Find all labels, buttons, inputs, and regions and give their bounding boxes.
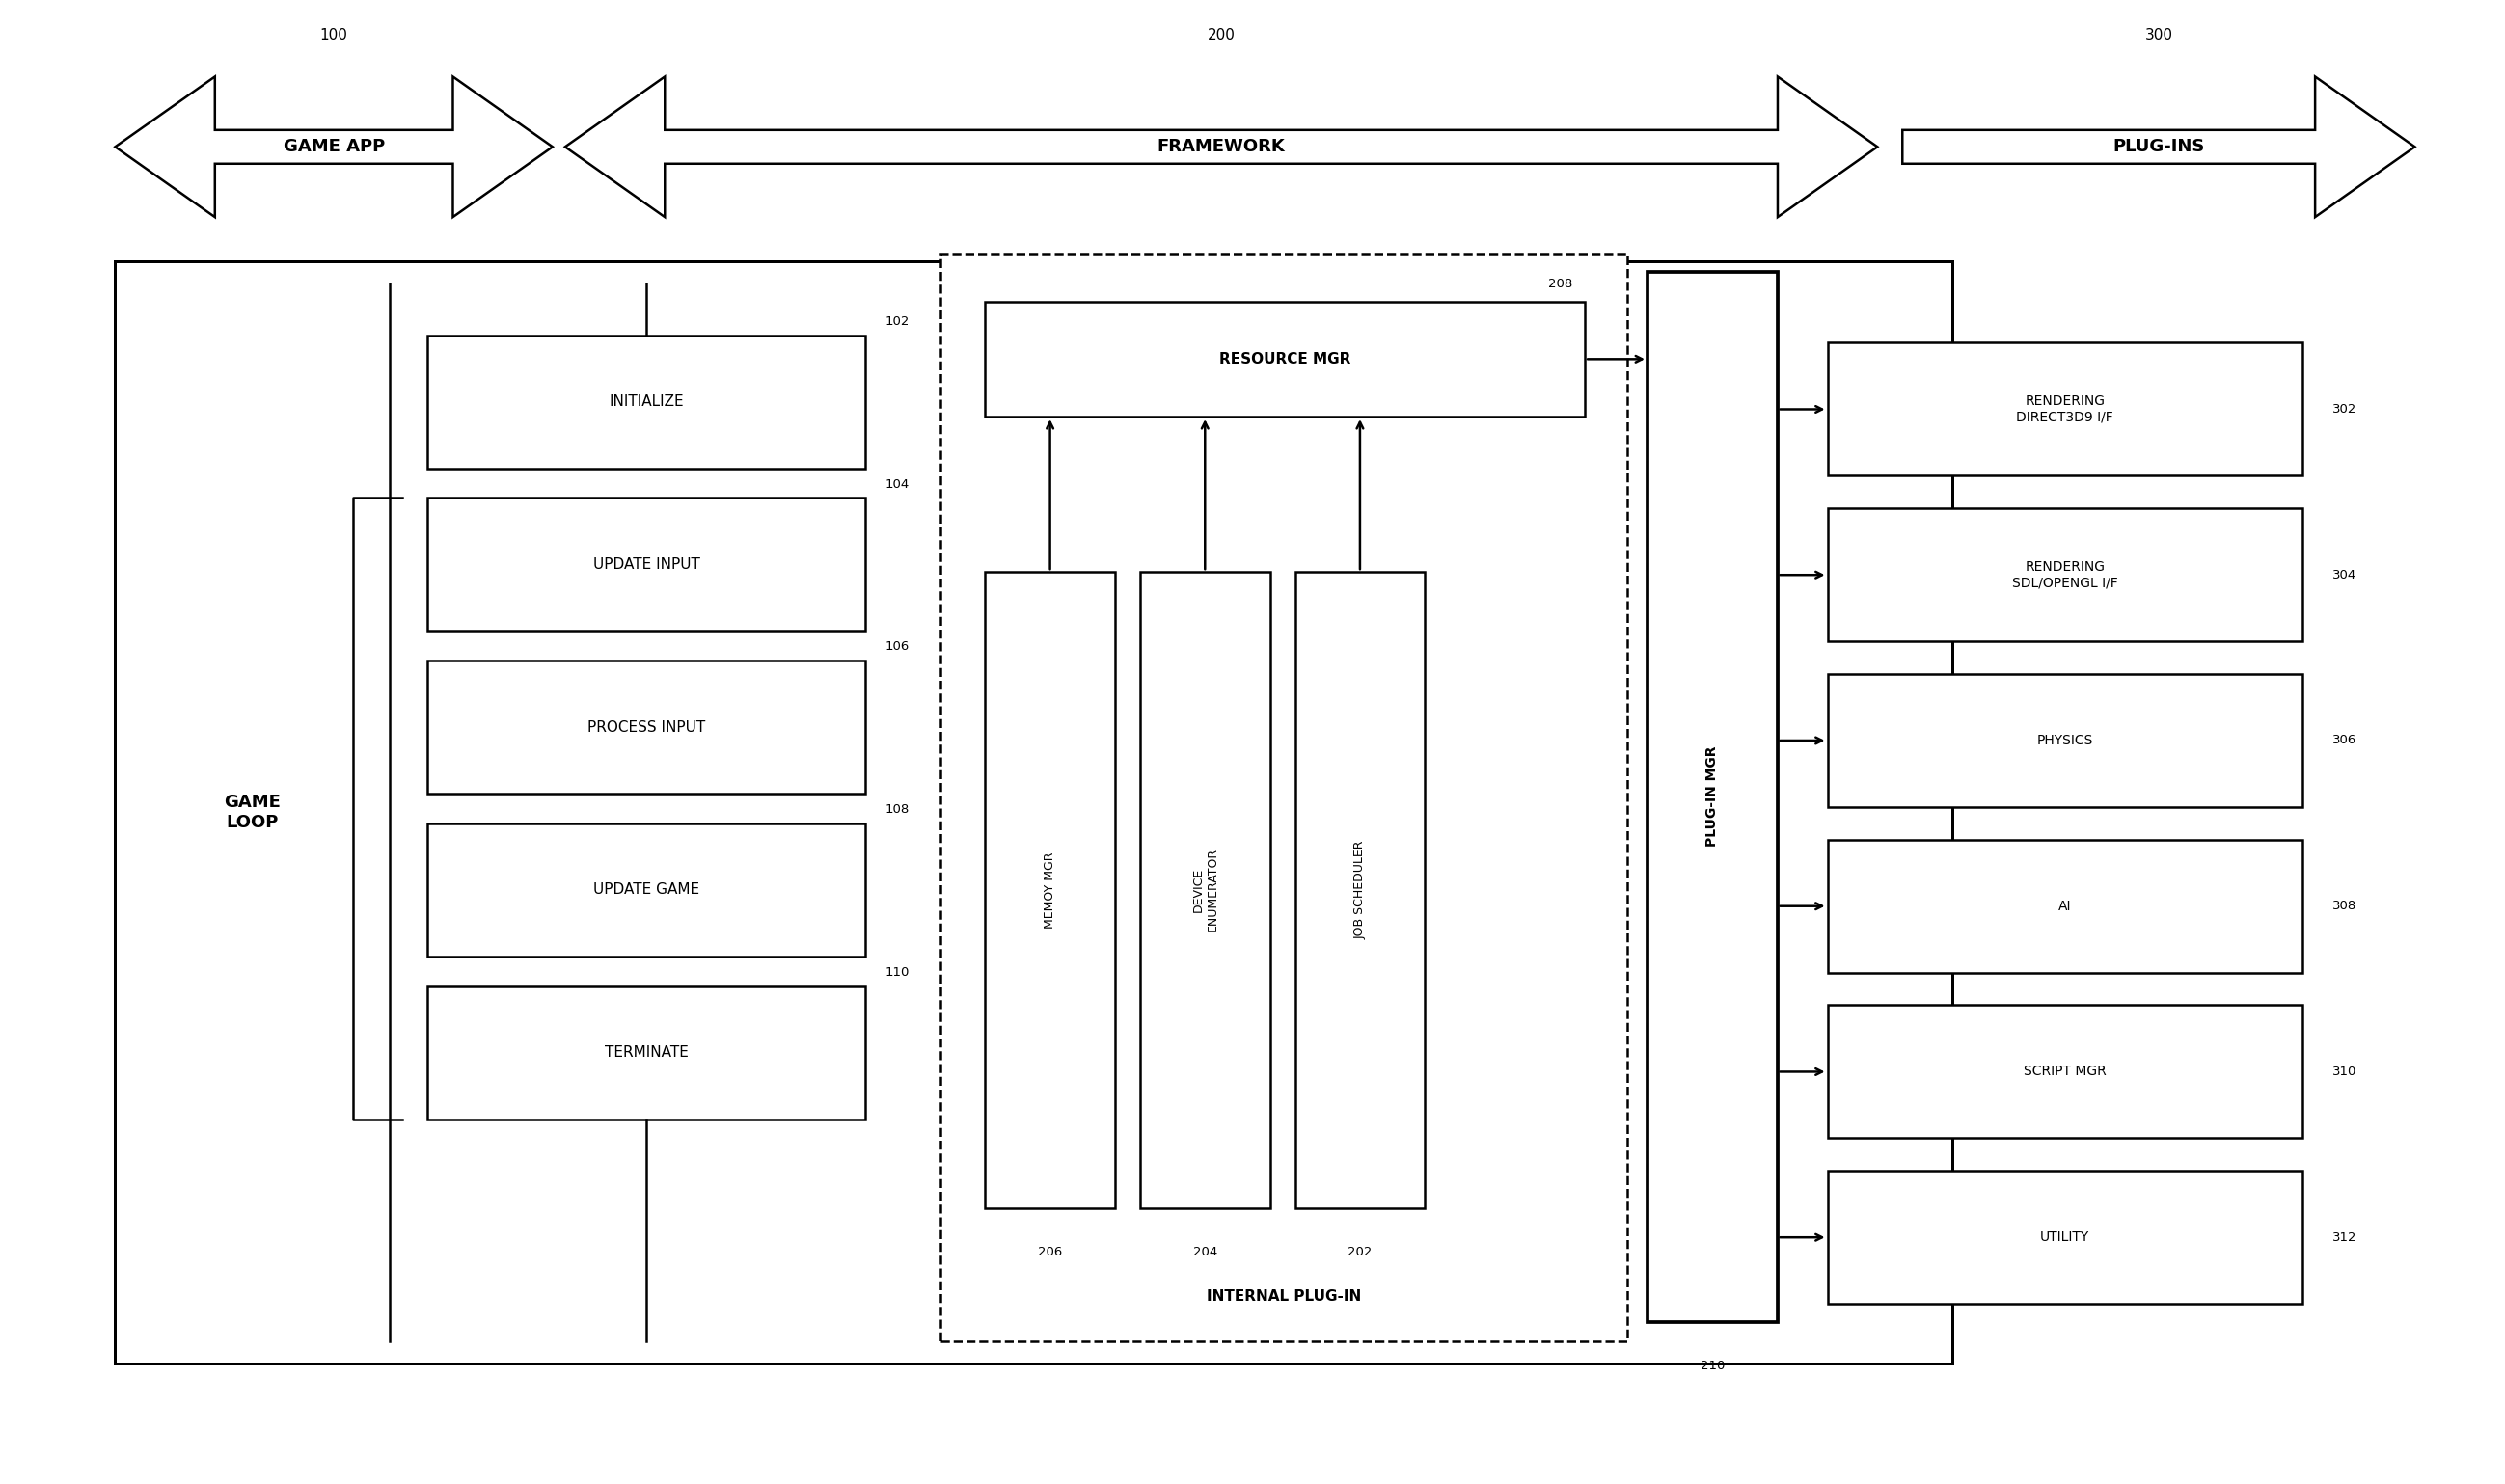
Bar — [1295, 571, 1425, 1208]
Text: 108: 108 — [884, 803, 909, 816]
Text: DEVICE
ENUMERATOR: DEVICE ENUMERATOR — [1192, 847, 1217, 932]
Text: 304: 304 — [2332, 568, 2357, 582]
Bar — [1829, 509, 2302, 641]
Bar — [1140, 571, 1270, 1208]
Text: UPDATE GAME: UPDATE GAME — [594, 883, 699, 898]
Bar — [1829, 674, 2302, 807]
Polygon shape — [115, 77, 554, 217]
Text: RESOURCE MGR: RESOURCE MGR — [1220, 352, 1350, 367]
Bar — [115, 261, 1951, 1362]
Text: RENDERING
SDL/OPENGL I/F: RENDERING SDL/OPENGL I/F — [2012, 561, 2117, 589]
Bar — [984, 301, 1586, 417]
Text: 204: 204 — [1192, 1247, 1217, 1258]
Text: 200: 200 — [1207, 28, 1235, 43]
Bar — [1829, 840, 2302, 972]
Text: 312: 312 — [2332, 1232, 2357, 1244]
Bar — [428, 660, 864, 794]
Text: 208: 208 — [1548, 278, 1573, 289]
Text: UPDATE INPUT: UPDATE INPUT — [594, 558, 699, 571]
Text: RENDERING
DIRECT3D9 I/F: RENDERING DIRECT3D9 I/F — [2017, 395, 2114, 424]
Bar — [428, 824, 864, 956]
Bar — [984, 571, 1115, 1208]
Polygon shape — [566, 77, 1876, 217]
Text: 202: 202 — [1348, 1247, 1373, 1258]
Bar — [1648, 272, 1779, 1322]
Text: PROCESS INPUT: PROCESS INPUT — [586, 720, 706, 735]
Text: INTERNAL PLUG-IN: INTERNAL PLUG-IN — [1207, 1290, 1360, 1304]
Text: UTILITY: UTILITY — [2039, 1230, 2089, 1244]
Text: 104: 104 — [884, 478, 909, 491]
Text: PHYSICS: PHYSICS — [2037, 733, 2094, 748]
Text: 106: 106 — [884, 641, 909, 653]
Text: 300: 300 — [2144, 28, 2172, 43]
Text: GAME APP: GAME APP — [283, 138, 386, 156]
Text: TERMINATE: TERMINATE — [604, 1045, 689, 1060]
Text: SCRIPT MGR: SCRIPT MGR — [2024, 1066, 2107, 1079]
Bar — [428, 335, 864, 469]
Bar — [1829, 1171, 2302, 1304]
Text: GAME
LOOP: GAME LOOP — [225, 794, 281, 831]
Text: JOB SCHEDULER: JOB SCHEDULER — [1353, 840, 1365, 939]
Text: 100: 100 — [321, 28, 348, 43]
Text: 310: 310 — [2332, 1066, 2357, 1077]
Text: 210: 210 — [1701, 1359, 1723, 1373]
Bar — [428, 499, 864, 631]
Polygon shape — [1901, 77, 2415, 217]
Text: FRAMEWORK: FRAMEWORK — [1157, 138, 1285, 156]
Text: 206: 206 — [1037, 1247, 1062, 1258]
Text: PLUG-IN MGR: PLUG-IN MGR — [1706, 746, 1718, 847]
Bar — [1829, 343, 2302, 476]
Text: 110: 110 — [884, 966, 909, 978]
Bar — [1829, 1005, 2302, 1138]
Text: AI: AI — [2059, 899, 2072, 913]
Text: INITIALIZE: INITIALIZE — [609, 395, 684, 410]
Text: MEMOY MGR: MEMOY MGR — [1045, 852, 1057, 928]
Text: PLUG-INS: PLUG-INS — [2112, 138, 2204, 156]
Bar — [939, 254, 1628, 1342]
Text: 306: 306 — [2332, 735, 2357, 746]
Text: 308: 308 — [2332, 899, 2357, 913]
Text: 102: 102 — [884, 316, 909, 328]
Bar — [428, 985, 864, 1119]
Text: 302: 302 — [2332, 404, 2357, 416]
